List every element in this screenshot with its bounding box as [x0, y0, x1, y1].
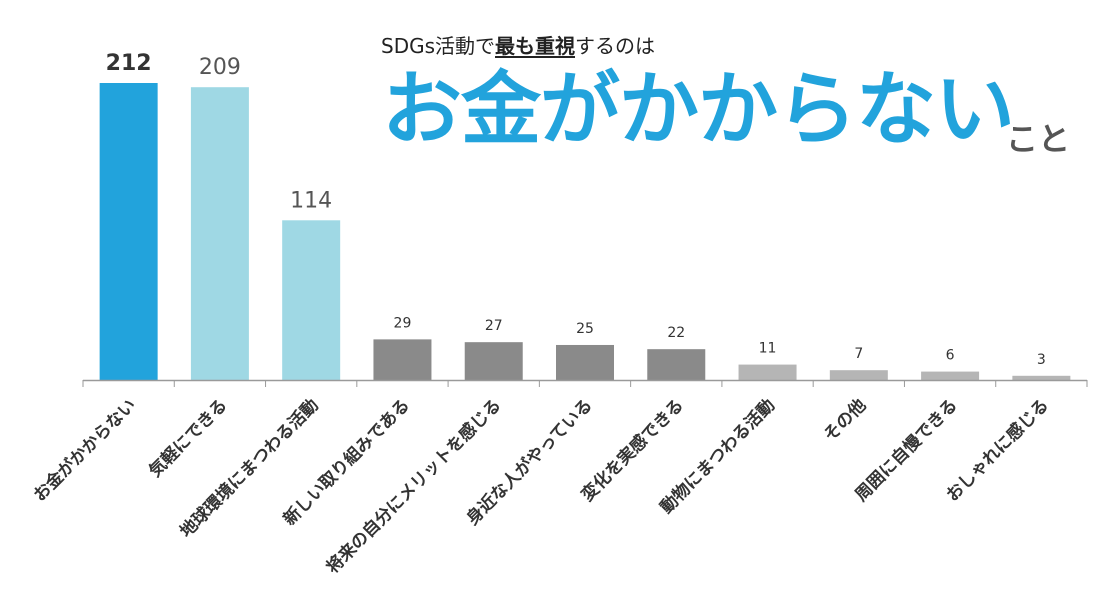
- value-label-8: 11: [759, 341, 777, 357]
- bar-4: [373, 339, 432, 380]
- bar-9: [829, 370, 888, 380]
- bar-7: [647, 349, 706, 380]
- bar-11: [1012, 375, 1071, 380]
- bar-5: [464, 342, 523, 380]
- value-label-2: 209: [199, 55, 241, 80]
- subtitle-pre: SDGs活動で: [381, 34, 496, 58]
- bar-10: [921, 371, 980, 380]
- value-label-4: 29: [394, 315, 412, 331]
- chart-headline-suffix: こと: [1006, 120, 1071, 158]
- subtitle-post: するのは: [575, 34, 656, 58]
- value-label-1: 212: [106, 51, 152, 76]
- chart-subtitle: SDGs活動で最も重視するのは: [381, 30, 655, 59]
- value-label-11: 3: [1037, 352, 1046, 368]
- bar-8: [738, 364, 797, 380]
- category-label-1: お金がかからない: [29, 395, 140, 506]
- value-label-7: 22: [667, 325, 685, 341]
- category-label-9: その他: [819, 395, 870, 446]
- value-label-3: 114: [290, 188, 332, 213]
- bar-2: [190, 87, 249, 381]
- bar-6: [556, 344, 614, 380]
- value-label-5: 27: [485, 318, 503, 334]
- value-label-9: 7: [854, 346, 863, 362]
- subtitle-emphasis: 最も重視: [495, 34, 576, 58]
- category-label-5: 将来の自分にメリットを感じる: [322, 395, 505, 578]
- value-label-6: 25: [576, 321, 594, 337]
- value-label-10: 6: [946, 348, 955, 364]
- bar-3: [282, 220, 341, 380]
- chart-headline: お金がかからない: [382, 63, 1015, 156]
- bar-1: [99, 83, 158, 380]
- category-label-2: 気軽にできる: [144, 395, 231, 482]
